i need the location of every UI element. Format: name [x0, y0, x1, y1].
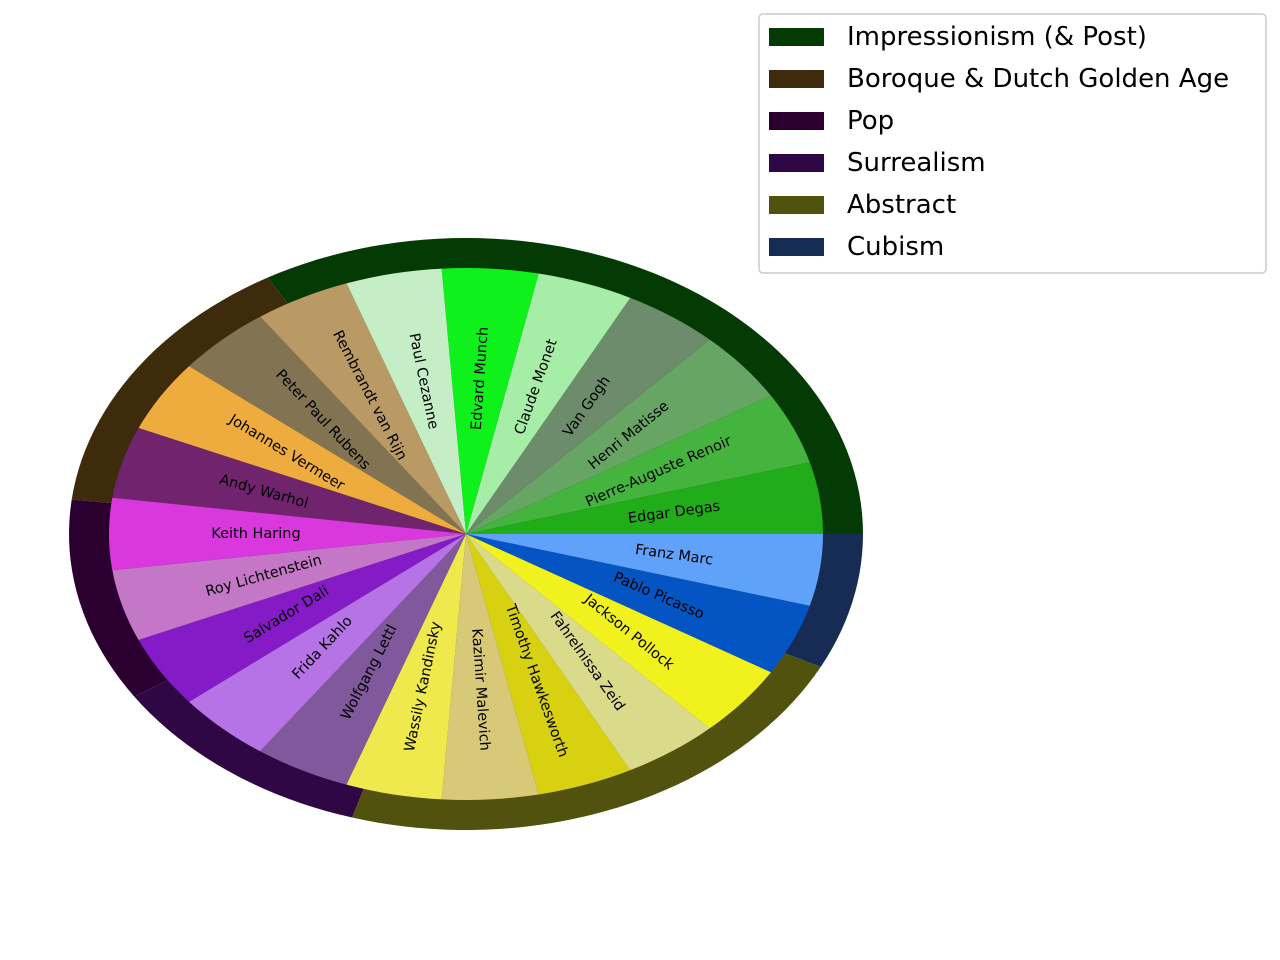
artist-wedge-fahrelnissa-zeid: [466, 534, 710, 771]
artist-wedge-henri-matisse: [466, 339, 772, 534]
artist-wedge-andy-warhol: [112, 428, 466, 534]
legend-label-cubism: Cubism: [847, 232, 944, 262]
legend-items: Impressionism (& Post) Boroque & Dutch Go…: [769, 22, 1229, 262]
legend-swatch-impressionism-post: [769, 28, 824, 46]
legend-label-abstract: Abstract: [847, 190, 956, 220]
inner-ring: [109, 268, 823, 800]
artist-wedge-salvador-dali: [138, 534, 466, 702]
artist-wedge-pablo-picasso: [466, 534, 810, 673]
legend-swatch-abstract: [769, 196, 824, 214]
legend-frame: [758, 13, 1267, 274]
legend-label-boroque-dutch-golden-age: Boroque & Dutch Golden Age: [847, 64, 1229, 94]
artist-wedge-pierre-auguste-renoir: [466, 395, 810, 534]
legend-swatch-cubism: [769, 238, 824, 256]
legend-label-surrealism: Surrealism: [847, 148, 986, 178]
artist-wedge-jackson-pollock: [466, 534, 772, 729]
legend-label-impressionism-post: Impressionism (& Post): [847, 22, 1147, 52]
artist-wedge-edvard-munch: [441, 268, 539, 534]
artist-label-keith-haring: Keith Haring: [211, 526, 300, 542]
artist-wedge-keith-haring: [109, 497, 466, 571]
artist-wedge-wolfgang-lettl: [260, 534, 466, 785]
artist-wedge-timothy-hawkesworth: [466, 534, 631, 795]
artist-wedge-kazimir-malevich: [441, 534, 539, 800]
artist-wedge-wassily-kandinsky: [346, 534, 466, 800]
artist-wedge-edgar-degas: [466, 462, 823, 534]
artist-wedge-franz-marc: [466, 534, 823, 606]
artist-wedge-paul-cezanne: [346, 268, 466, 534]
legend-swatch-boroque-dutch-golden-age: [769, 70, 824, 88]
artist-wedge-van-gogh: [466, 297, 710, 534]
artist-wedge-rembrandt-van-rijn: [260, 283, 466, 534]
legend-swatch-pop: [769, 112, 824, 130]
legend-label-pop: Pop: [847, 106, 894, 136]
artist-wedge-peter-paul-rubens: [189, 316, 466, 534]
artist-wedge-frida-kahlo: [189, 534, 466, 752]
legend: Impressionism (& Post) Boroque & Dutch Go…: [758, 13, 1267, 274]
artist-wedge-johannes-vermeer: [138, 366, 466, 534]
artist-wedge-roy-lichtenstein: [112, 534, 466, 640]
artist-label-edvard-munch: Edvard Munch: [469, 326, 492, 430]
artist-wedge-claude-monet: [466, 273, 631, 534]
legend-swatch-surrealism: [769, 154, 824, 172]
